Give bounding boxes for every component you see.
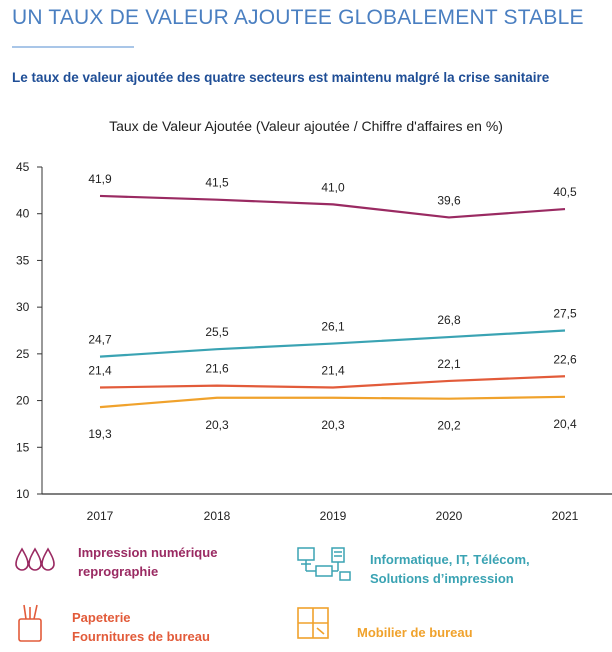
legend-item-mobilier: Mobilier de bureau [357, 623, 473, 642]
cabinet-icon [297, 607, 329, 639]
data-label: 26,1 [321, 320, 345, 334]
legend-label: Papeterie Fournitures de bureau [72, 610, 210, 644]
data-label: 22,6 [553, 352, 577, 366]
series-line [99, 329, 566, 358]
y-tick-label: 40 [16, 207, 30, 221]
pencil-cup-icon [18, 604, 42, 642]
legend-label: Mobilier de bureau [357, 625, 473, 640]
y-tick-label: 20 [16, 394, 30, 408]
data-label: 20,3 [205, 418, 229, 432]
x-tick-label: 2020 [436, 509, 463, 523]
data-label: 41,5 [205, 176, 229, 190]
series-line [99, 375, 566, 389]
y-tick-label: 25 [16, 347, 30, 361]
series-line [99, 194, 566, 219]
page-title: UN TAUX DE VALEUR AJOUTEE GLOBALEMENT ST… [12, 6, 584, 29]
legend-label: Impression numérique reprographie [78, 545, 218, 579]
x-tick-label: 2018 [204, 509, 231, 523]
y-tick-label: 30 [16, 300, 30, 314]
data-label: 22,1 [437, 357, 461, 371]
data-label: 21,6 [205, 362, 229, 376]
data-label: 24,7 [88, 333, 112, 347]
legend-item-informatique: Informatique, IT, Télécom, Solutions d’i… [370, 550, 530, 588]
chart-title: Taux de Valeur Ajoutée (Valeur ajoutée /… [109, 118, 503, 134]
data-label: 41,9 [88, 172, 112, 186]
y-tick-label: 10 [16, 487, 30, 501]
data-label: 25,5 [205, 325, 229, 339]
data-label: 20,4 [553, 417, 577, 431]
legend-item-impression: Impression numérique reprographie [78, 543, 217, 581]
data-label: 39,6 [437, 193, 461, 207]
title-divider [12, 46, 134, 48]
y-tick-label: 15 [16, 440, 30, 454]
data-label: 19,3 [88, 427, 112, 441]
ink-drops-icon [15, 547, 55, 571]
y-tick-label: 35 [16, 253, 30, 267]
page-subtitle: Le taux de valeur ajoutée des quatre sec… [12, 70, 550, 85]
data-label: 41,0 [321, 180, 345, 194]
x-tick-label: 2017 [87, 509, 114, 523]
data-label: 21,4 [88, 363, 112, 377]
data-label: 40,5 [553, 185, 577, 199]
line-chart: 10 15 20 25 30 35 40 45 2017 2018 2019 2020 2021 41,9… [16, 160, 612, 523]
y-tick-label: 45 [16, 160, 30, 174]
series-line [99, 395, 566, 409]
data-label: 27,5 [553, 307, 577, 321]
data-label: 26,8 [437, 313, 461, 327]
data-label: 20,3 [321, 418, 345, 432]
x-tick-label: 2019 [320, 509, 347, 523]
legend-item-papeterie: Papeterie Fournitures de bureau [72, 608, 210, 646]
data-label: 21,4 [321, 363, 345, 377]
computer-network-icon [297, 547, 351, 581]
data-label: 20,2 [437, 419, 461, 433]
legend-label: Informatique, IT, Télécom, Solutions d’i… [370, 552, 530, 586]
x-tick-label: 2021 [552, 509, 579, 523]
